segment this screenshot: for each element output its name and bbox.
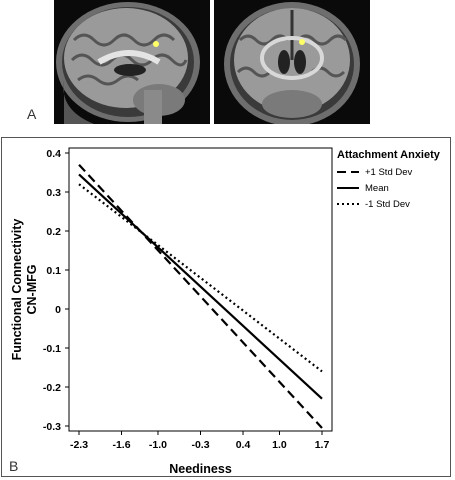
- x-tick-label: -1.0: [149, 439, 167, 451]
- y-axis-label-line2: CN-MFG: [25, 265, 39, 315]
- y-tick-label: 0.2: [46, 226, 61, 238]
- sagittal-brain-graphic: [54, 0, 210, 124]
- y-tick-label: 0: [55, 304, 61, 316]
- panel-b-label: B: [9, 458, 19, 474]
- series-line-solid: [78, 173, 323, 400]
- legend-title: Attachment Anxiety: [337, 149, 441, 161]
- panel-a-label: A: [27, 106, 37, 122]
- y-tick-label: 0.4: [46, 148, 61, 160]
- panel-b: 0.4 0.3 0.2 0.1 0 -0.1 -0.2 -0.3 -2.3 -1.6 -1.0 -0.…: [1, 137, 451, 477]
- interaction-chart: 0.4 0.3 0.2 0.1 0 -0.1 -0.2 -0.3 -2.3 -1.6 -1.0 -0.…: [10, 147, 441, 476]
- y-tick-label: 0.1: [46, 265, 61, 277]
- x-tick-label: 0.4: [236, 439, 251, 451]
- panel-a: A: [0, 0, 455, 136]
- series-line-dashed: [78, 163, 323, 429]
- legend-label: Mean: [365, 183, 389, 194]
- y-tick-label: -0.2: [43, 382, 61, 394]
- plot-area-frame: [68, 147, 333, 432]
- y-tick-label: -0.1: [43, 343, 61, 355]
- series-line-dotted: [78, 183, 323, 373]
- x-tick-label: 1.7: [315, 439, 330, 451]
- y-axis-label-line1: Functional Connectivity: [10, 219, 24, 361]
- legend-label: +1 Std Dev: [365, 167, 413, 178]
- y-tick-label: -0.3: [43, 421, 61, 433]
- coronal-brain-graphic: [214, 0, 370, 124]
- coronal-mri-image: [214, 0, 370, 124]
- y-tick-label: 0.3: [46, 187, 61, 199]
- sagittal-mri-image: [54, 0, 210, 124]
- x-tick-label: -0.3: [191, 439, 209, 451]
- legend-label: -1 Std Dev: [365, 199, 410, 210]
- x-tick-label: 1.0: [272, 439, 287, 451]
- x-tick-label: -1.6: [112, 439, 130, 451]
- x-axis-label: Neediness: [169, 462, 232, 476]
- x-tick-label: -2.3: [70, 439, 88, 451]
